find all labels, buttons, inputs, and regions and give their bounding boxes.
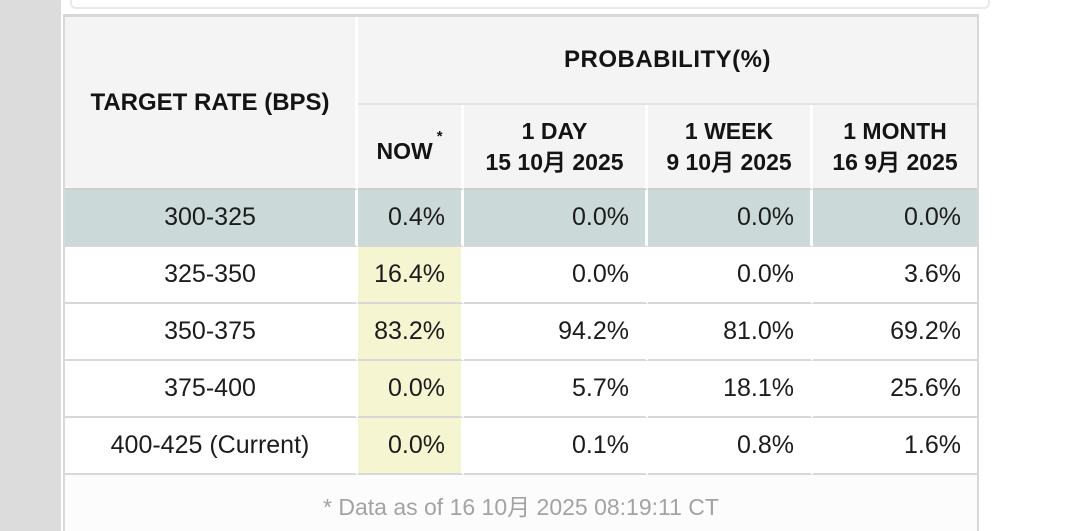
one-month-cell: 3.6% <box>813 247 977 304</box>
one-week-cell: 0.0% <box>648 190 813 247</box>
now-cell: 83.2% <box>358 304 464 361</box>
target-rate-cell: 350-375 <box>65 304 358 361</box>
one-month-cell: 1.6% <box>813 418 977 475</box>
one-week-date: 9 10月 2025 <box>666 148 792 175</box>
one-week-cell: 0.8% <box>648 418 813 475</box>
target-rate-cell: 400-425 (Current) <box>65 418 358 475</box>
now-cell: 0.4% <box>358 190 464 247</box>
one-month-date: 16 9月 2025 <box>832 148 958 175</box>
one-day-column-header: 1 DAY 15 10月 2025 <box>464 105 648 190</box>
table-row-325-350: 325-350 16.4% 0.0% 0.0% 3.6% <box>65 247 977 304</box>
one-week-cell: 81.0% <box>648 304 813 361</box>
one-day-cell: 5.7% <box>464 361 648 418</box>
target-rate-header: TARGET RATE (BPS) <box>65 17 358 190</box>
one-day-cell: 94.2% <box>464 304 648 361</box>
one-day-cell: 0.1% <box>464 418 648 475</box>
now-label: NOW <box>376 137 433 164</box>
one-day-label: 1 DAY <box>521 118 588 145</box>
one-day-cell: 0.0% <box>464 190 648 247</box>
probability-header: PROBABILITY(%) <box>358 17 977 105</box>
one-week-label: 1 WEEK <box>684 118 774 145</box>
target-rate-cell: 375-400 <box>65 361 358 418</box>
now-cell: 0.0% <box>358 418 464 475</box>
footnote-row: * Data as of 16 10月 2025 08:19:11 CT <box>65 475 977 531</box>
table-row-350-375: 350-375 83.2% 94.2% 81.0% 69.2% <box>65 304 977 361</box>
data-as-of-footnote: * Data as of 16 10月 2025 08:19:11 CT <box>65 475 977 531</box>
now-asterisk: * <box>436 127 443 145</box>
one-month-column-header: 1 MONTH 16 9月 2025 <box>813 105 977 190</box>
one-day-date: 15 10月 2025 <box>485 148 624 175</box>
target-rate-cell: 300-325 <box>65 190 358 247</box>
table-row-375-400: 375-400 0.0% 5.7% 18.1% 25.6% <box>65 361 977 418</box>
left-gutter <box>0 0 61 531</box>
target-rate-cell: 325-350 <box>65 247 358 304</box>
one-month-cell: 25.6% <box>813 361 977 418</box>
now-cell: 16.4% <box>358 247 464 304</box>
probability-table: TARGET RATE (BPS) PROBABILITY(%) NOW* 1 … <box>63 14 979 531</box>
one-month-cell: 69.2% <box>813 304 977 361</box>
one-week-cell: 18.1% <box>648 361 813 418</box>
rate-probability-table: TARGET RATE (BPS) PROBABILITY(%) NOW* 1 … <box>63 14 979 531</box>
table-row-300-325: 300-325 0.4% 0.0% 0.0% 0.0% <box>65 190 977 247</box>
table-row-400-425-current: 400-425 (Current) 0.0% 0.1% 0.8% 1.6% <box>65 418 977 475</box>
one-month-cell: 0.0% <box>813 190 977 247</box>
cropped-element-bottom-edge <box>70 0 990 9</box>
now-cell: 0.0% <box>358 361 464 418</box>
now-column-header: NOW* <box>358 105 464 190</box>
one-week-cell: 0.0% <box>648 247 813 304</box>
one-day-cell: 0.0% <box>464 247 648 304</box>
one-month-label: 1 MONTH <box>843 118 947 145</box>
one-week-column-header: 1 WEEK 9 10月 2025 <box>648 105 813 190</box>
